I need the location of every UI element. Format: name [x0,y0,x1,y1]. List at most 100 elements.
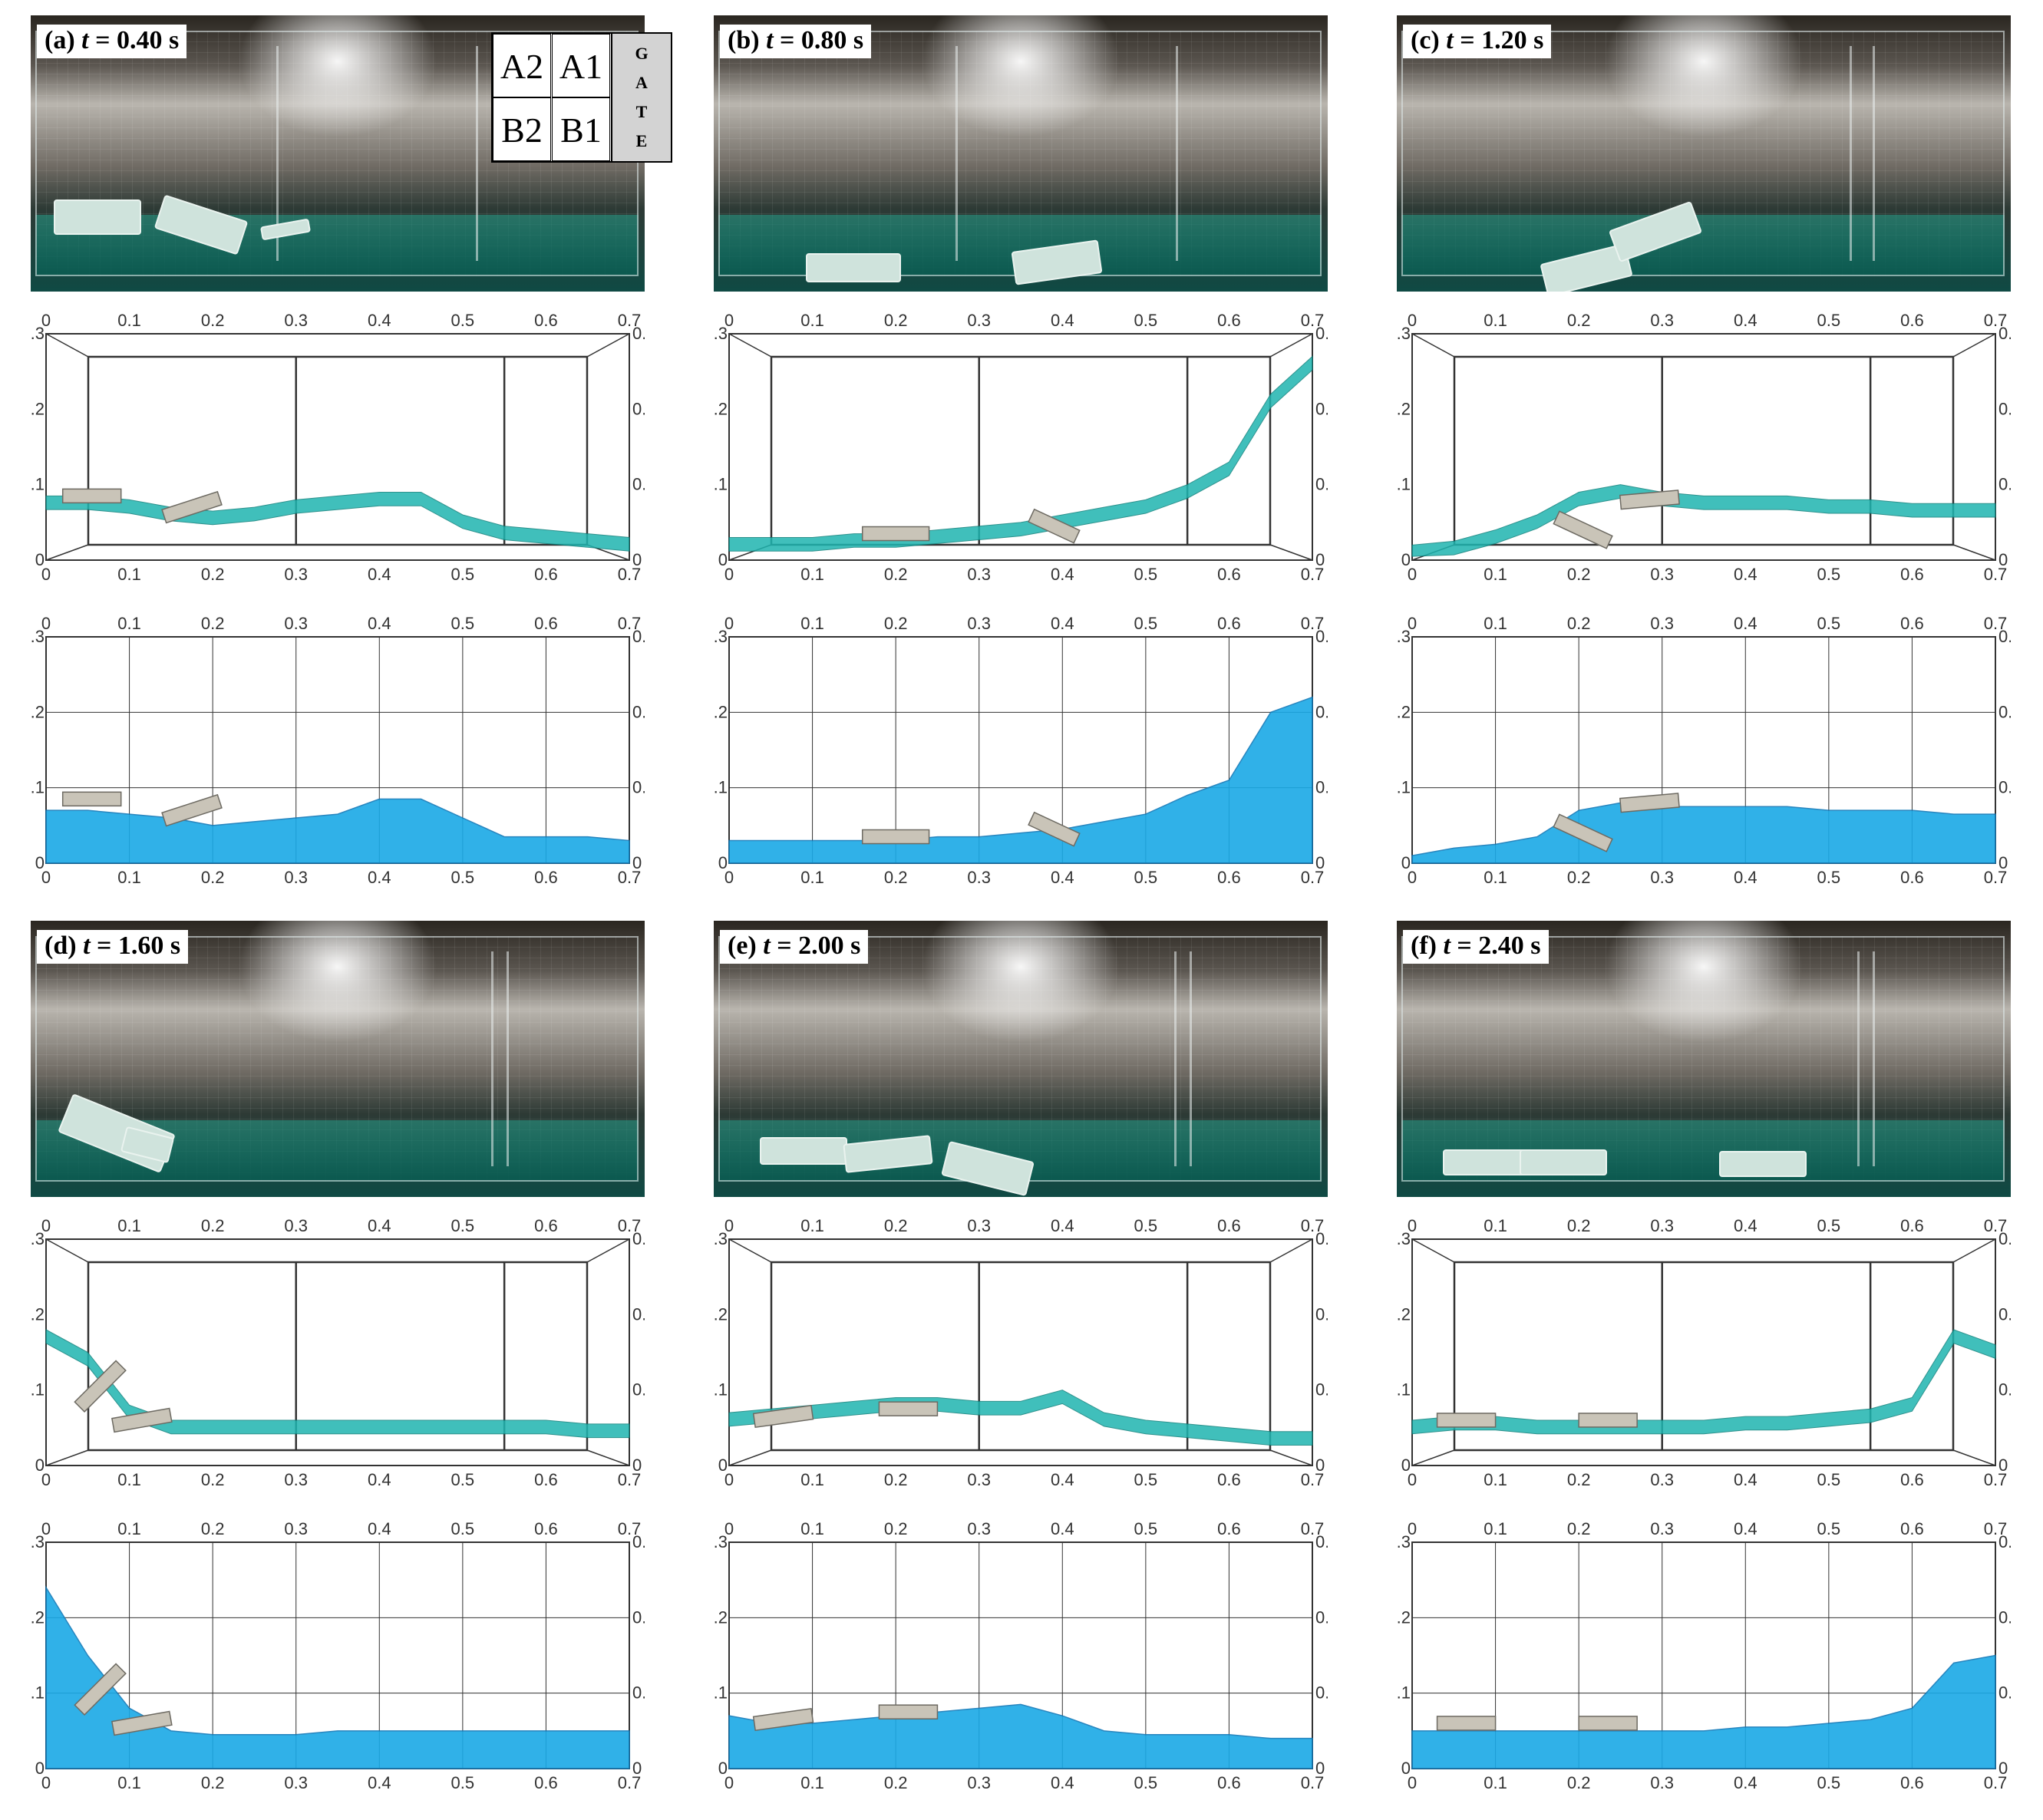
x-tick-top: 0.1 [800,311,824,330]
simulated-block [1553,510,1613,549]
x-tick-bottom: 0.6 [1900,565,1924,584]
plot-back-wall [1453,355,1955,546]
x-tick-bottom: 0.1 [1484,1470,1507,1489]
legend-cell-a2: A2 [493,34,551,97]
x-tick-top: 0.2 [1567,614,1591,633]
x-tick-top: 0 [724,1216,734,1235]
x-tick-top: 0.3 [284,1519,308,1538]
perspective-edge [1269,1238,1313,1263]
x-tick-top: 0.4 [1734,1519,1758,1538]
y-tick-right: 0 [1315,853,1325,872]
x-tick-top: 0.1 [1484,1216,1507,1235]
x-tick-bottom: 0.1 [117,1470,141,1489]
y-tick-right: 0.3 [1315,1229,1328,1248]
x-tick-bottom: 0.5 [451,1773,475,1792]
perspective-edge [728,1238,772,1263]
simulation-plot-mesh: 0 0 0.1 0.1 0.2 0.2 0.3 0.3 0.4 0.4 0.5 0.5 0.6 0.6 0.… [704,1512,1338,1795]
y-tick-right: 0.2 [1998,1607,2011,1627]
x-tick-bottom: 0.1 [117,1773,141,1792]
x-tick-top: 0.3 [1650,1519,1674,1538]
y-tick-left: 0.3 [714,324,728,343]
tank-frame [1401,936,2005,1182]
y-tick-left: 0.2 [31,399,45,418]
x-tick-top: 0.5 [1817,1519,1841,1538]
tank-divider [1873,46,1875,261]
y-tick-left: 0.2 [31,1607,45,1627]
simulated-block [1578,1716,1638,1731]
y-tick-right: 0.2 [1998,1304,2011,1324]
mesh-fluid [45,1585,630,1769]
mesh-fluid [45,798,630,864]
simulated-block [61,791,122,807]
y-tick-left: 0.3 [1397,1229,1411,1248]
simulated-block [74,1663,127,1716]
x-tick-bottom: 0.7 [618,1773,642,1792]
panel-letter: (a) [45,26,82,54]
x-tick-bottom: 0.7 [1984,868,2008,887]
y-tick-left: 0.1 [1397,1683,1411,1703]
y-tick-left: 0.1 [714,1683,728,1703]
plot-back-wall [770,355,1272,546]
y-tick-left: 0.3 [1397,627,1411,646]
plot-back-wall [1453,1261,1955,1452]
x-tick-top: 0.5 [1817,1216,1841,1235]
y-tick-left: 0.3 [714,1229,728,1248]
y-tick-left: 0.1 [1397,475,1411,494]
x-tick-bottom: 0.7 [1984,565,2008,584]
x-tick-top: 0.4 [1734,311,1758,330]
tank-divider [1873,951,1875,1166]
simulated-block [161,793,223,827]
x-tick-bottom: 0.2 [1567,868,1591,887]
panel-a: (a) t = 0.40 s A2 A1 B2 B1 G A T E 0 0 0.1 0.1 0.2 0.2… [21,15,672,905]
panel-d: (d) t = 1.60 s 0 0 0.1 0.1 0.2 0.2 0.3 0.3 0.4 0.4… [21,921,656,1811]
y-tick-left: 0 [1401,550,1411,569]
x-tick-top: 0.3 [967,614,991,633]
y-tick-right: 0.3 [632,324,645,343]
panel-letter: (d) [45,931,84,960]
simulated-block [111,1407,173,1433]
x-tick-bottom: 0.6 [1900,1470,1924,1489]
time-value: = 0.80 s [773,26,864,54]
plot-frame [728,333,1313,561]
y-tick-right: 0 [1315,550,1325,569]
x-tick-top: 0.3 [1650,614,1674,633]
perspective-edge [1952,1238,1996,1263]
panel-letter: (b) [728,26,767,54]
gate-letter: A [635,73,648,92]
tank-divider [1850,46,1852,261]
x-tick-top: 0.1 [1484,614,1507,633]
perspective-edge [1952,333,1996,358]
y-tick-left: 0.3 [31,1532,45,1551]
y-tick-left: 0.3 [31,627,45,646]
x-tick-bottom: 0.6 [534,1773,558,1792]
plot-back-wall [770,1261,1272,1452]
time-variable: t [766,26,774,54]
x-tick-bottom: 0.3 [967,565,991,584]
time-value: = 1.20 s [1453,26,1544,54]
simulated-block [1553,813,1613,852]
plot-canvas: 000.10.10.20.20.30.30.40.40.50.50.60.60.… [704,1216,1338,1489]
y-tick-right: 0.1 [1998,1380,2011,1400]
perspective-edge [1269,1449,1313,1466]
y-tick-left: 0 [1401,1456,1411,1475]
y-tick-left: 0 [718,1759,728,1778]
gate-letter: G [635,44,649,63]
y-tick-right: 0.3 [1998,627,2011,646]
tank-frame [1401,31,2005,276]
simulation-plot-particle: 0 0 0.1 0.1 0.2 0.2 0.3 0.3 0.4 0.4 0.5 0.5 0.6 0.6 0.… [21,303,655,587]
perspective-edge [45,1449,89,1466]
y-tick-right: 0.2 [632,399,645,418]
simulated-block [74,1360,127,1413]
x-tick-bottom: 0.2 [884,1773,908,1792]
experiment-photo: (c) t = 1.20 s [1397,15,2011,292]
experiment-photo: (d) t = 1.60 s [31,921,645,1197]
panel-b: (b) t = 0.80 s 0 0 0.1 0.1 0.2 0.2 0.3 0.3 0.4 0.4… [704,15,1339,905]
x-tick-bottom: 0.4 [1734,1470,1758,1489]
plot-frame [728,1238,1313,1466]
lamp-glare [238,921,437,1044]
x-tick-bottom: 0 [1408,565,1417,584]
simulated-block [161,490,223,524]
y-tick-left: 0.3 [714,1532,728,1551]
x-tick-bottom: 0.2 [201,1470,225,1489]
particle-fluid [1411,484,1996,557]
